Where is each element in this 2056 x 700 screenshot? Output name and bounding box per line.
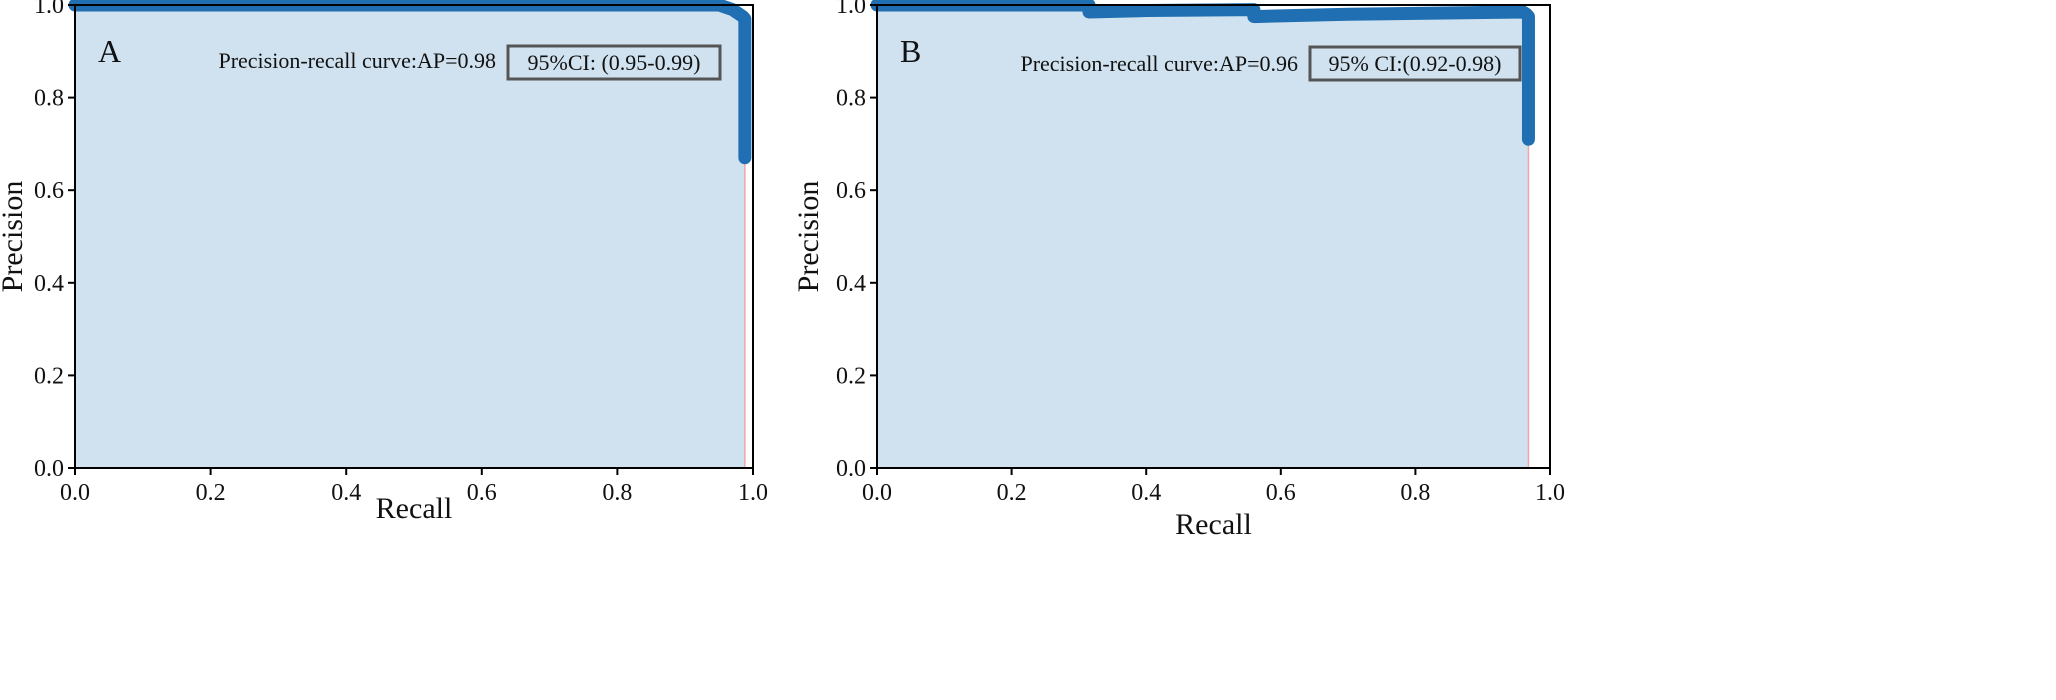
- y-tick-label: 0.2: [836, 363, 866, 389]
- x-tick-label: 0.2: [196, 480, 226, 506]
- y-axis-label: Precision: [792, 181, 825, 293]
- y-tick-label: 0.4: [836, 271, 866, 297]
- x-tick-label: 1.0: [1535, 480, 1565, 506]
- y-tick-label: 0.4: [34, 271, 64, 297]
- y-tick-label: 1.0: [836, 0, 866, 19]
- ci-box: [506, 44, 722, 81]
- y-tick-label: 0.0: [836, 456, 866, 482]
- y-axis-label: Precision: [0, 181, 29, 293]
- x-tick-label: 0.4: [331, 480, 361, 506]
- y-tick-label: 0.0: [34, 456, 64, 482]
- x-tick-label: 0.0: [60, 480, 90, 506]
- panel-a: 0.0 0.2 0.4 0.6 0.8 1.0 0.0 0.2 0.4 0.6 0.8 1.0 Reca…: [0, 0, 768, 525]
- y-tick-label: 0.6: [836, 178, 866, 204]
- x-tick-label: 1.0: [738, 480, 768, 506]
- pr-area-fill: [877, 5, 1529, 468]
- ci-box: [1308, 45, 1522, 82]
- x-axis-label: Recall: [376, 492, 453, 525]
- ap-annotation: Precision-recall curve:AP=0.96: [1020, 51, 1298, 76]
- panel-b: 0.0 0.2 0.4 0.6 0.8 1.0 0.0 0.2 0.4 0.6 0.8 1.0 Reca…: [792, 0, 1565, 541]
- panel-letter: A: [98, 33, 121, 69]
- pr-area-fill: [75, 5, 745, 468]
- x-tick-label: 0.6: [467, 480, 497, 506]
- plot-frame: [74, 4, 754, 469]
- y-tick-label: 1.0: [34, 0, 64, 19]
- y-tick-label: 0.2: [34, 363, 64, 389]
- y-tick-label: 0.6: [34, 178, 64, 204]
- x-axis-label: Recall: [1175, 508, 1252, 541]
- pr-curve-line: [870, 0, 1535, 146]
- y-tick-label: 0.8: [34, 86, 64, 112]
- ap-annotation: Precision-recall curve:AP=0.98: [218, 48, 496, 73]
- x-tick-label: 0.4: [1131, 480, 1161, 506]
- plot-frame: [876, 4, 1551, 469]
- x-tick-label: 0.0: [862, 480, 892, 506]
- x-tick-label: 0.8: [1400, 480, 1430, 506]
- x-tick-label: 0.6: [1266, 480, 1296, 506]
- ci-label: 95%CI: (0.95-0.99): [528, 50, 701, 75]
- x-tick-label: 0.8: [602, 480, 632, 506]
- ci-label: 95% CI:(0.92-0.98): [1329, 51, 1502, 76]
- panel-letter: B: [900, 33, 921, 69]
- y-tick-label: 0.8: [836, 86, 866, 112]
- x-tick-label: 0.2: [997, 480, 1027, 506]
